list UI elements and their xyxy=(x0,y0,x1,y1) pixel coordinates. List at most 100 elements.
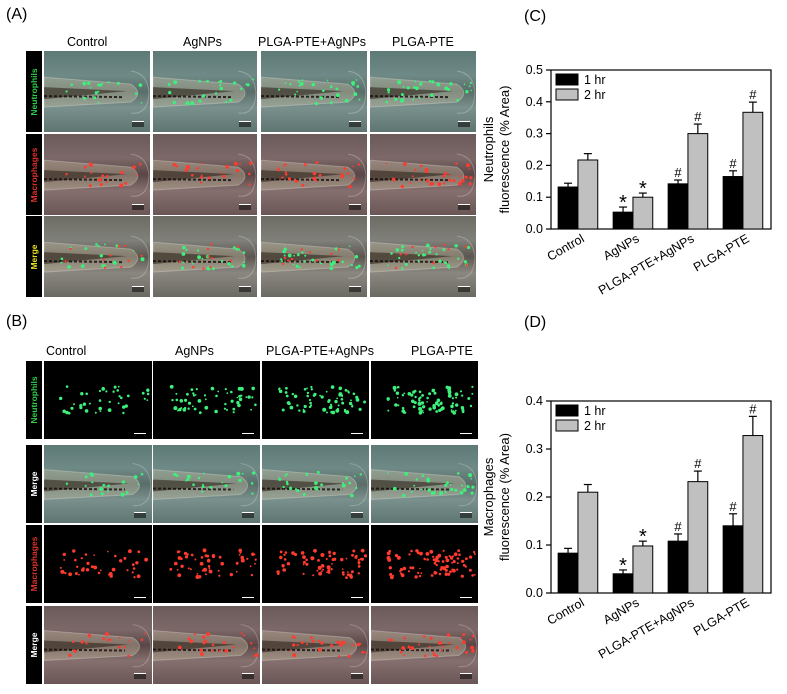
bar-1-hr-control xyxy=(557,552,579,594)
significance-mark: # xyxy=(749,87,757,102)
micrograph-plga-pte-merge xyxy=(370,216,476,297)
legend-swatch xyxy=(555,73,579,86)
column-label-agnps: AgNPs xyxy=(183,35,222,49)
legend-label: 2 hr xyxy=(584,419,606,433)
column-label-plga-pte: PLGA-PTE xyxy=(392,35,454,49)
scale-bar xyxy=(134,597,146,598)
y-tick-label: 0.3 xyxy=(526,127,543,141)
scale-bar xyxy=(458,204,470,210)
significance-mark: # xyxy=(694,109,702,124)
y-axis-label: fluorescence (% Area) xyxy=(497,433,512,561)
micrograph-control-macrophages xyxy=(44,525,152,603)
y-axis-label: fluorescence (% Area) xyxy=(497,86,512,214)
micrograph-control-merge xyxy=(44,606,152,684)
y-tick-label: 0.5 xyxy=(526,63,543,77)
significance-mark: # xyxy=(674,519,682,534)
scale-bar xyxy=(460,433,472,434)
plot-frame xyxy=(550,69,772,230)
legend-label: 1 hr xyxy=(584,73,606,87)
legend-swatch xyxy=(555,404,579,417)
legend-swatch xyxy=(555,88,579,101)
y-axis-label: Neutrophils xyxy=(481,116,496,182)
micrograph-plga-pte-agnps-merge xyxy=(262,445,369,523)
x-tick-label: Control xyxy=(545,231,587,263)
micrograph-plga-pte-agnps-merge xyxy=(262,606,369,684)
panel-letter-c: (C) xyxy=(524,8,547,25)
scale-bar xyxy=(132,286,144,292)
micrograph-plga-pte-neutrophils xyxy=(371,361,478,439)
micrograph-agnps-merge xyxy=(153,216,257,297)
scale-bar xyxy=(242,512,254,518)
row-label-text: Merge xyxy=(29,632,39,658)
y-axis-label: Macrophages xyxy=(481,457,496,536)
scale-bar xyxy=(460,597,472,598)
micrograph-plga-pte-agnps-neutrophils xyxy=(262,361,369,439)
x-tick-label: AgNPs xyxy=(601,595,642,627)
panel-letter-a: (A) xyxy=(6,6,28,23)
scale-bar xyxy=(242,673,254,679)
column-label-agnps: AgNPs xyxy=(175,344,214,358)
panel-letter-d: (D) xyxy=(524,314,547,331)
significance-mark: * xyxy=(619,192,627,214)
scale-bar xyxy=(351,673,363,679)
scale-bar xyxy=(349,121,361,127)
bar-1-hr-control xyxy=(557,186,579,230)
scale-bar xyxy=(132,204,144,210)
bar-chart-neutrophils: 0.0 0.1 0.2 0.3 0.4 0.5 Neutrophils fluorescenc… xyxy=(481,63,772,298)
micrograph-plga-pte-neutrophils xyxy=(370,51,476,132)
row-label-text: Neutrophils xyxy=(29,67,39,116)
x-tick-label: Control xyxy=(545,595,587,627)
column-label-plga-pte-agnps: PLGA-PTE+AgNPs xyxy=(266,344,375,358)
scale-bar xyxy=(242,433,254,434)
bar-2-hr-control xyxy=(577,159,599,230)
micrograph-control-macrophages xyxy=(44,134,150,215)
y-tick-label: 0.1 xyxy=(526,538,543,552)
x-tick-label: PLGA-PTE xyxy=(691,595,752,638)
y-tick-label: 0.2 xyxy=(526,158,543,172)
micrograph-agnps-neutrophils xyxy=(153,361,260,439)
column-label-control: Control xyxy=(67,35,108,49)
bar-1-hr-plga-pte xyxy=(722,176,744,230)
scale-bar xyxy=(460,673,472,679)
significance-mark: # xyxy=(749,401,757,416)
scale-bar xyxy=(351,433,363,434)
bar-2-hr-plga-pte xyxy=(742,435,764,594)
bar-2-hr-plga-pte xyxy=(742,111,764,230)
row-label-text: Merge xyxy=(29,471,39,497)
significance-mark: * xyxy=(619,555,627,577)
scale-bar xyxy=(134,433,146,434)
legend-label: 1 hr xyxy=(584,404,606,418)
scale-bar xyxy=(242,597,254,598)
scale-bar xyxy=(460,512,472,518)
y-tick-label: 0.4 xyxy=(526,95,543,109)
micrograph-plga-pte-agnps-macrophages xyxy=(262,525,369,603)
y-tick-label: 0.1 xyxy=(526,190,543,204)
micrograph-plga-pte-agnps-neutrophils xyxy=(261,51,367,132)
scale-bar xyxy=(351,597,363,598)
micrograph-agnps-merge xyxy=(153,445,260,523)
x-tick-label: PLGA-PTE xyxy=(691,231,752,274)
significance-mark: # xyxy=(674,165,682,180)
scale-bar xyxy=(239,286,251,292)
scale-bar xyxy=(349,204,361,210)
bar-2-hr-control xyxy=(577,491,599,594)
significance-mark: # xyxy=(694,456,702,471)
row-label-neutrophils: Neutrophils xyxy=(26,361,42,439)
bar-1-hr-agnps xyxy=(612,211,634,230)
bar-1-hr-plga-pte-agnps xyxy=(667,183,689,230)
micrograph-agnps-merge xyxy=(153,606,260,684)
significance-mark: * xyxy=(639,526,647,548)
micrograph-control-neutrophils xyxy=(44,361,152,439)
significance-mark: # xyxy=(729,156,737,171)
micrograph-plga-pte-macrophages xyxy=(371,525,478,603)
row-label-macrophages: Macrophages xyxy=(26,525,42,603)
row-label-text: Macrophages xyxy=(29,536,39,592)
micrograph-plga-pte-merge xyxy=(371,445,478,523)
scale-bar xyxy=(458,286,470,292)
bar-2-hr-agnps xyxy=(632,545,654,594)
bar-1-hr-plga-pte-agnps xyxy=(667,540,689,594)
micrograph-plga-pte-agnps-merge xyxy=(261,216,367,297)
scale-bar xyxy=(239,121,251,127)
row-label-text: Merge xyxy=(29,243,39,270)
x-tick-label: PLGA-PTE+AgNPs xyxy=(596,595,697,661)
